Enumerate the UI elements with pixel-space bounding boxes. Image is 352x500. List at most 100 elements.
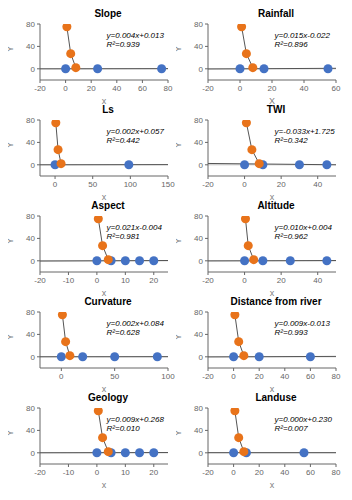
svg-text:80: 80 bbox=[194, 308, 203, 317]
svg-text:20: 20 bbox=[87, 84, 96, 93]
svg-text:20: 20 bbox=[277, 180, 286, 189]
svg-text:80: 80 bbox=[194, 116, 203, 125]
svg-text:x: x bbox=[270, 288, 275, 296]
svg-text:Y: Y bbox=[8, 334, 15, 340]
svg-text:40: 40 bbox=[313, 276, 322, 285]
svg-text:Y: Y bbox=[8, 142, 15, 148]
svg-text:20: 20 bbox=[255, 468, 264, 477]
svg-text:x: x bbox=[102, 384, 107, 392]
svg-text:0: 0 bbox=[63, 84, 68, 93]
svg-text:50: 50 bbox=[88, 180, 97, 189]
svg-text:20: 20 bbox=[255, 372, 264, 381]
svg-text:60: 60 bbox=[306, 372, 315, 381]
svg-text:60: 60 bbox=[306, 468, 315, 477]
svg-text:x: x bbox=[270, 480, 275, 488]
svg-text:X: X bbox=[269, 96, 275, 104]
svg-text:0: 0 bbox=[231, 468, 236, 477]
svg-text:20: 20 bbox=[277, 276, 286, 285]
svg-text:0: 0 bbox=[31, 257, 36, 266]
svg-text:-10: -10 bbox=[63, 276, 75, 285]
svg-text:x: x bbox=[102, 192, 107, 200]
svg-text:40: 40 bbox=[26, 234, 35, 243]
svg-text:0: 0 bbox=[199, 257, 204, 266]
svg-text:40: 40 bbox=[313, 180, 322, 189]
svg-text:Y: Y bbox=[176, 238, 183, 244]
svg-text:Y: Y bbox=[176, 430, 183, 436]
svg-text:Y: Y bbox=[8, 238, 15, 244]
svg-text:20: 20 bbox=[149, 468, 158, 477]
svg-text:0: 0 bbox=[242, 180, 247, 189]
svg-text:80: 80 bbox=[26, 308, 35, 317]
svg-text:60: 60 bbox=[138, 84, 147, 93]
svg-text:-20: -20 bbox=[34, 468, 46, 477]
svg-text:40: 40 bbox=[194, 426, 203, 435]
svg-text:150: 150 bbox=[161, 180, 175, 189]
svg-text:x: x bbox=[102, 480, 107, 488]
svg-text:Y: Y bbox=[176, 334, 183, 340]
svg-text:80: 80 bbox=[26, 116, 35, 125]
svg-text:40: 40 bbox=[26, 330, 35, 339]
svg-text:-20: -20 bbox=[202, 180, 214, 189]
svg-text:0: 0 bbox=[199, 161, 204, 170]
svg-text:40: 40 bbox=[26, 426, 35, 435]
svg-text:-20: -20 bbox=[34, 276, 46, 285]
svg-text:80: 80 bbox=[194, 212, 203, 221]
html-text:Slope: Slope bbox=[94, 8, 122, 19]
svg-text:60: 60 bbox=[332, 84, 341, 93]
svg-text:-20: -20 bbox=[34, 84, 46, 93]
svg-text:100: 100 bbox=[161, 372, 175, 381]
svg-text:0: 0 bbox=[199, 65, 204, 74]
svg-text:Y: Y bbox=[8, 430, 15, 436]
svg-text:40: 40 bbox=[26, 138, 35, 147]
svg-text:100: 100 bbox=[124, 180, 138, 189]
svg-text:80: 80 bbox=[164, 84, 173, 93]
svg-text:80: 80 bbox=[332, 372, 341, 381]
svg-text:0: 0 bbox=[231, 372, 236, 381]
svg-text:40: 40 bbox=[112, 84, 121, 93]
svg-text:Y: Y bbox=[8, 46, 15, 52]
svg-text:40: 40 bbox=[194, 138, 203, 147]
svg-text:0: 0 bbox=[31, 161, 36, 170]
svg-text:-20: -20 bbox=[202, 276, 214, 285]
svg-text:40: 40 bbox=[300, 84, 309, 93]
svg-text:80: 80 bbox=[26, 404, 35, 413]
svg-text:40: 40 bbox=[26, 42, 35, 51]
svg-text:10: 10 bbox=[121, 468, 130, 477]
svg-text:40: 40 bbox=[194, 42, 203, 51]
svg-text:0: 0 bbox=[199, 353, 204, 362]
svg-text:0: 0 bbox=[95, 276, 100, 285]
svg-text:0: 0 bbox=[199, 449, 204, 458]
svg-text:0: 0 bbox=[31, 353, 36, 362]
svg-text:x: x bbox=[102, 96, 107, 104]
svg-text:0: 0 bbox=[31, 65, 36, 74]
svg-text:80: 80 bbox=[332, 468, 341, 477]
svg-text:Y: Y bbox=[176, 46, 183, 52]
svg-text:0: 0 bbox=[242, 276, 247, 285]
svg-text:-20: -20 bbox=[202, 372, 214, 381]
svg-text:20: 20 bbox=[149, 276, 158, 285]
svg-text:0: 0 bbox=[59, 372, 64, 381]
svg-text:80: 80 bbox=[26, 20, 35, 29]
svg-text:x: x bbox=[270, 192, 275, 200]
svg-text:80: 80 bbox=[194, 404, 203, 413]
svg-text:-20: -20 bbox=[202, 84, 214, 93]
svg-text:0: 0 bbox=[238, 84, 243, 93]
svg-text:10: 10 bbox=[121, 276, 130, 285]
svg-text:Y: Y bbox=[176, 142, 183, 148]
html-text:Rainfall: Rainfall bbox=[257, 8, 295, 19]
svg-text:0: 0 bbox=[53, 180, 58, 189]
svg-text:-10: -10 bbox=[63, 468, 75, 477]
svg-text:0: 0 bbox=[95, 468, 100, 477]
svg-text:40: 40 bbox=[280, 468, 289, 477]
svg-text:-20: -20 bbox=[202, 468, 214, 477]
svg-text:50: 50 bbox=[110, 372, 119, 381]
svg-text:x: x bbox=[102, 288, 107, 296]
svg-text:20: 20 bbox=[268, 84, 277, 93]
svg-text:0: 0 bbox=[31, 449, 36, 458]
svg-text:40: 40 bbox=[280, 372, 289, 381]
svg-text:x: x bbox=[270, 384, 275, 392]
svg-text:80: 80 bbox=[194, 20, 203, 29]
svg-text:40: 40 bbox=[194, 330, 203, 339]
svg-text:40: 40 bbox=[194, 234, 203, 243]
svg-text:80: 80 bbox=[26, 212, 35, 221]
